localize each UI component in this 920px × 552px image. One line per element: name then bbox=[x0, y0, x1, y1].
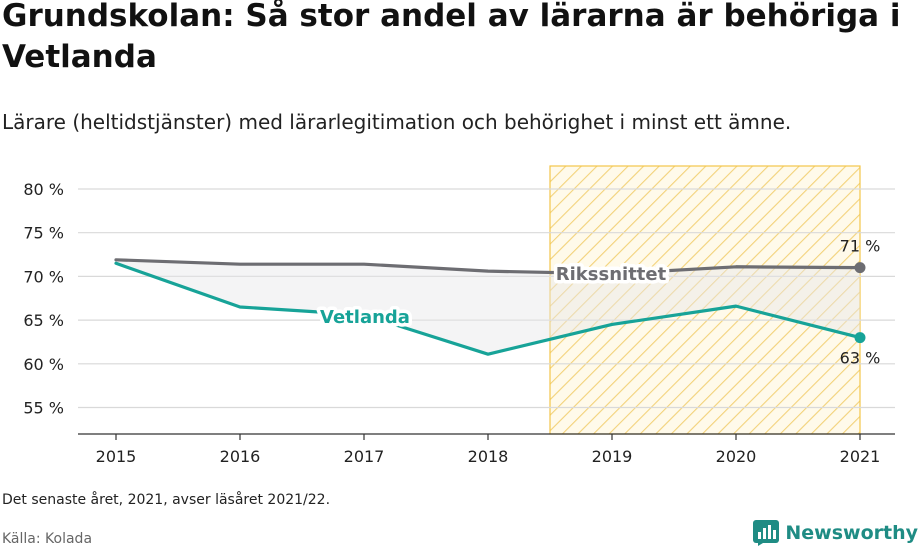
y-tick-label: 65 % bbox=[23, 311, 64, 330]
rikssnittet-end-point bbox=[854, 262, 866, 274]
y-tick-label: 55 % bbox=[23, 399, 64, 418]
chart-subtitle: Lärare (heltidstjänster) med lärarlegiti… bbox=[2, 110, 792, 134]
y-tick-label: 75 % bbox=[23, 224, 64, 243]
vetlanda-line bbox=[114, 261, 862, 356]
chart-title: Grundskolan: Så stor andel av lärarna är… bbox=[2, 0, 901, 75]
x-tick-label: 2018 bbox=[468, 447, 509, 466]
brand-logo: Newsworthy bbox=[753, 520, 918, 546]
rikssnittet-label: Rikssnittet bbox=[556, 264, 667, 285]
y-tick-label: 80 % bbox=[23, 180, 64, 199]
x-tick-label: 2016 bbox=[220, 447, 261, 466]
vetlanda-end-point bbox=[854, 332, 866, 344]
source-text: Källa: Kolada bbox=[2, 531, 93, 547]
footnote: Det senaste året, 2021, avser läsåret 20… bbox=[2, 492, 331, 508]
y-tick-label: 70 % bbox=[23, 267, 64, 286]
x-tick-label: 2021 bbox=[840, 447, 881, 466]
rikssnittet-end-label: 71 % bbox=[840, 237, 881, 256]
y-tick-label: 60 % bbox=[23, 355, 64, 374]
brand-name: Newsworthy bbox=[785, 522, 918, 544]
x-tick-label: 2020 bbox=[716, 447, 757, 466]
vetlanda-label-halo: Vetlanda bbox=[320, 307, 410, 328]
x-tick-label: 2017 bbox=[344, 447, 385, 466]
rikssnittet-label-halo: Rikssnittet bbox=[556, 264, 667, 285]
newsworthy-logo-icon bbox=[753, 520, 780, 546]
vetlanda-end-label: 63 % bbox=[840, 349, 881, 368]
x-tick-label: 2019 bbox=[592, 447, 633, 466]
vetlanda-label: Vetlanda bbox=[320, 307, 410, 328]
x-tick-label: 2015 bbox=[96, 447, 137, 466]
highlight-band bbox=[549, 165, 861, 435]
rikssnittet-line bbox=[114, 258, 862, 276]
gap-area bbox=[116, 259, 860, 355]
